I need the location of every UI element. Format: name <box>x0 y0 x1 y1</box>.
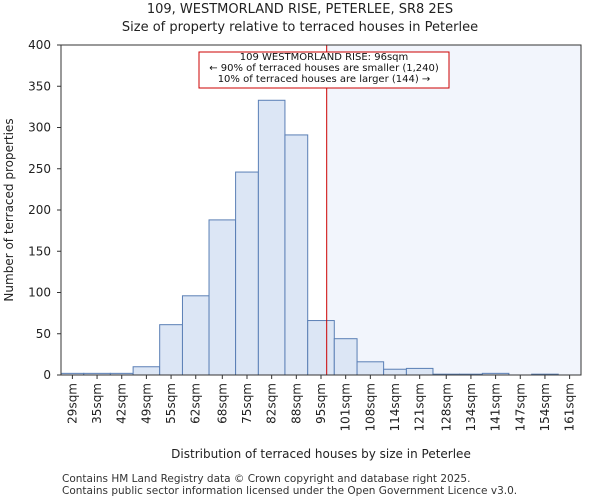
annotation-box <box>198 51 450 89</box>
histogram-bar <box>383 368 407 376</box>
histogram-bar <box>235 171 259 376</box>
histogram-bar <box>208 219 237 376</box>
histogram-bar <box>333 338 358 376</box>
footer-line-2: Contains public sector information licen… <box>62 485 518 497</box>
x-tick-label: 82sqm <box>265 383 279 424</box>
histogram-bar <box>132 366 161 376</box>
x-tick-label: 101sqm <box>339 383 353 431</box>
annotation-line-1: 109 WESTMORLAND RISE: 96sqm <box>239 52 409 63</box>
x-tick-label: 49sqm <box>139 383 153 424</box>
histogram-bar <box>307 320 335 376</box>
y-tick-label: 50 <box>36 327 51 341</box>
x-axis-label: Distribution of terraced houses by size … <box>171 447 471 461</box>
x-tick-label: 29sqm <box>65 383 79 424</box>
y-tick-label: 350 <box>28 79 51 93</box>
histogram-bar <box>284 134 309 376</box>
x-tick-label: 75sqm <box>240 383 254 424</box>
y-tick-label: 150 <box>28 244 51 258</box>
x-tick-label: 88sqm <box>289 383 303 424</box>
annotation-line-2: ← 90% of terraced houses are smaller (1,… <box>209 63 439 74</box>
x-tick-label: 108sqm <box>363 383 377 431</box>
x-tick-label: 128sqm <box>439 383 453 431</box>
x-tick-label: 35sqm <box>90 383 104 424</box>
histogram-bar <box>356 361 385 376</box>
x-tick-label: 121sqm <box>413 383 427 431</box>
y-axis-label: Number of terraced properties <box>2 118 16 301</box>
x-tick-label: 95sqm <box>314 383 328 424</box>
histogram-chart: 0 50 100 150 200 250 300 350 400 29sqm 35sqm 42sqm 4… <box>2 38 582 461</box>
x-tick-label: 55sqm <box>164 383 178 424</box>
footer-line-1: Contains HM Land Registry data © Crown c… <box>62 473 471 485</box>
x-tick-label: 134sqm <box>464 383 478 431</box>
annotation-line-3: 10% of terraced houses are larger (144) … <box>217 74 431 85</box>
y-tick-label: 200 <box>28 203 51 217</box>
x-tick-label: 42sqm <box>115 383 129 424</box>
y-tick-label: 400 <box>28 38 51 52</box>
larger-region-shade <box>326 45 581 375</box>
y-tick-label: 250 <box>28 162 51 176</box>
x-tick-label: 161sqm <box>563 383 577 431</box>
x-tick-label: 147sqm <box>513 383 527 431</box>
histogram-bar <box>159 324 183 376</box>
y-tick-label: 0 <box>43 368 51 382</box>
x-tick-label: 68sqm <box>215 383 229 424</box>
histogram-bar <box>405 367 434 376</box>
x-tick-label: 141sqm <box>489 383 503 431</box>
histogram-bar <box>257 99 286 376</box>
chart-subtitle: Size of property relative to terraced ho… <box>121 20 479 35</box>
y-tick-label: 100 <box>28 286 51 300</box>
histogram-bar <box>181 295 210 376</box>
y-tick-label: 300 <box>28 121 51 135</box>
x-tick-label: 62sqm <box>189 383 203 424</box>
x-tick-label: 154sqm <box>538 383 552 431</box>
chart-title: 109, WESTMORLAND RISE, PETERLEE, SR8 2ES <box>146 2 454 17</box>
x-tick-label: 114sqm <box>388 383 402 431</box>
